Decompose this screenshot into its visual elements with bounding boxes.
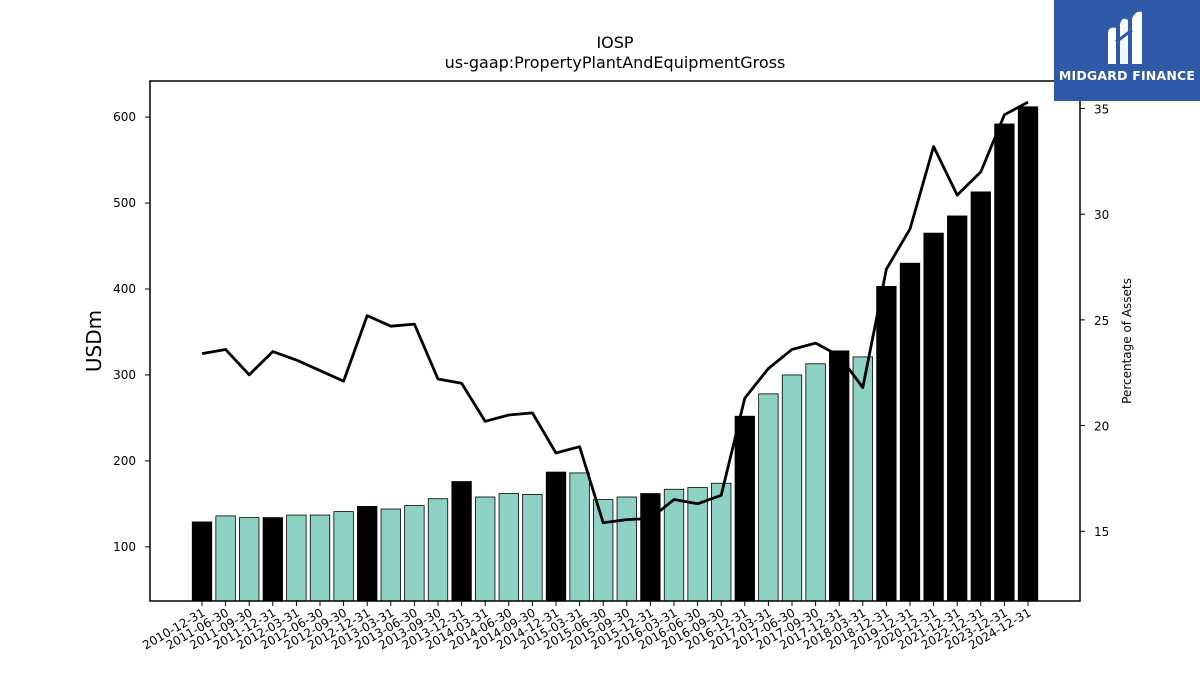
bar-2015-06-30: [593, 499, 614, 602]
y2-tick-label: 20: [1094, 420, 1109, 434]
y-tick-label: 100: [113, 540, 136, 554]
bar-2014-09-30: [522, 494, 543, 602]
chart-subtitle: us-gaap:PropertyPlantAndEquipmentGross: [445, 53, 786, 72]
bar-2015-09-30: [616, 496, 637, 602]
y2-axis-title: Percentage of Assets: [1120, 278, 1134, 404]
y2-tick-label: 15: [1094, 525, 1109, 539]
bar-2017-09-30: [805, 363, 826, 602]
y-axis-right: 15 20 25 30 35: [1080, 102, 1109, 539]
bar-2017-06-30: [781, 374, 803, 602]
bar-2010-12-31: [191, 521, 213, 602]
bar-2013-09-30: [427, 498, 449, 602]
bar-2014-06-30: [498, 493, 519, 602]
x-axis: 2010-12-312011-06-302011-09-302011-12-31…: [140, 601, 1034, 652]
y-tick-label: 500: [113, 196, 136, 210]
y2-tick-label: 25: [1094, 314, 1109, 328]
bar-2014-03-31: [475, 496, 496, 602]
bar-2018-12-31: [876, 286, 897, 602]
plot-frame: [149, 80, 1081, 602]
bar-2020-12-31: [923, 232, 944, 602]
y-axis-left: 100 200 300 400 500 600: [113, 110, 150, 554]
y-tick-label: 400: [113, 282, 136, 296]
bar-2013-03-31: [380, 508, 401, 602]
bar-2018-03-31: [852, 356, 873, 602]
brand-badge: MIDGARD FINANCE: [1054, 0, 1200, 101]
bar-2022-12-31: [970, 191, 991, 602]
bar-2015-12-31: [640, 493, 661, 602]
line-percentage-of-assets: [201, 100, 1029, 525]
bars-group: [191, 106, 1039, 602]
y-tick-label: 200: [113, 454, 136, 468]
midgard-logo-icon: [1108, 11, 1142, 65]
y-tick-label: 300: [113, 368, 136, 382]
y2-tick-label: 35: [1094, 102, 1109, 116]
bar-2017-12-31: [829, 350, 850, 602]
bar-2012-12-31: [357, 506, 378, 602]
bar-2016-09-30: [711, 482, 732, 602]
y-tick-label: 600: [113, 110, 136, 124]
bar-2015-03-31: [569, 472, 590, 602]
bar-2014-12-31: [545, 471, 567, 602]
bar-2013-12-31: [451, 481, 472, 602]
bar-2012-06-30: [309, 514, 331, 602]
y-axis-title: USDm: [82, 310, 106, 372]
bar-2011-12-31: [262, 517, 283, 602]
bar-2017-03-31: [758, 393, 779, 602]
bar-2021-12-31: [947, 215, 968, 602]
bar-2012-03-31: [286, 514, 307, 602]
line-group: [201, 100, 1029, 525]
bar-2024-12-31: [1017, 106, 1039, 602]
bar-2019-12-31: [899, 262, 921, 602]
bar-2011-06-30: [215, 515, 236, 602]
bar-2012-09-30: [333, 511, 354, 602]
bar-2023-12-31: [994, 123, 1015, 602]
chart-title: IOSP: [596, 33, 633, 52]
brand-name: MIDGARD FINANCE: [1058, 68, 1196, 83]
bar-2011-09-30: [239, 517, 260, 602]
bar-2013-06-30: [404, 505, 425, 602]
y2-tick-label: 30: [1094, 208, 1109, 222]
bar-2016-12-31: [734, 415, 755, 602]
